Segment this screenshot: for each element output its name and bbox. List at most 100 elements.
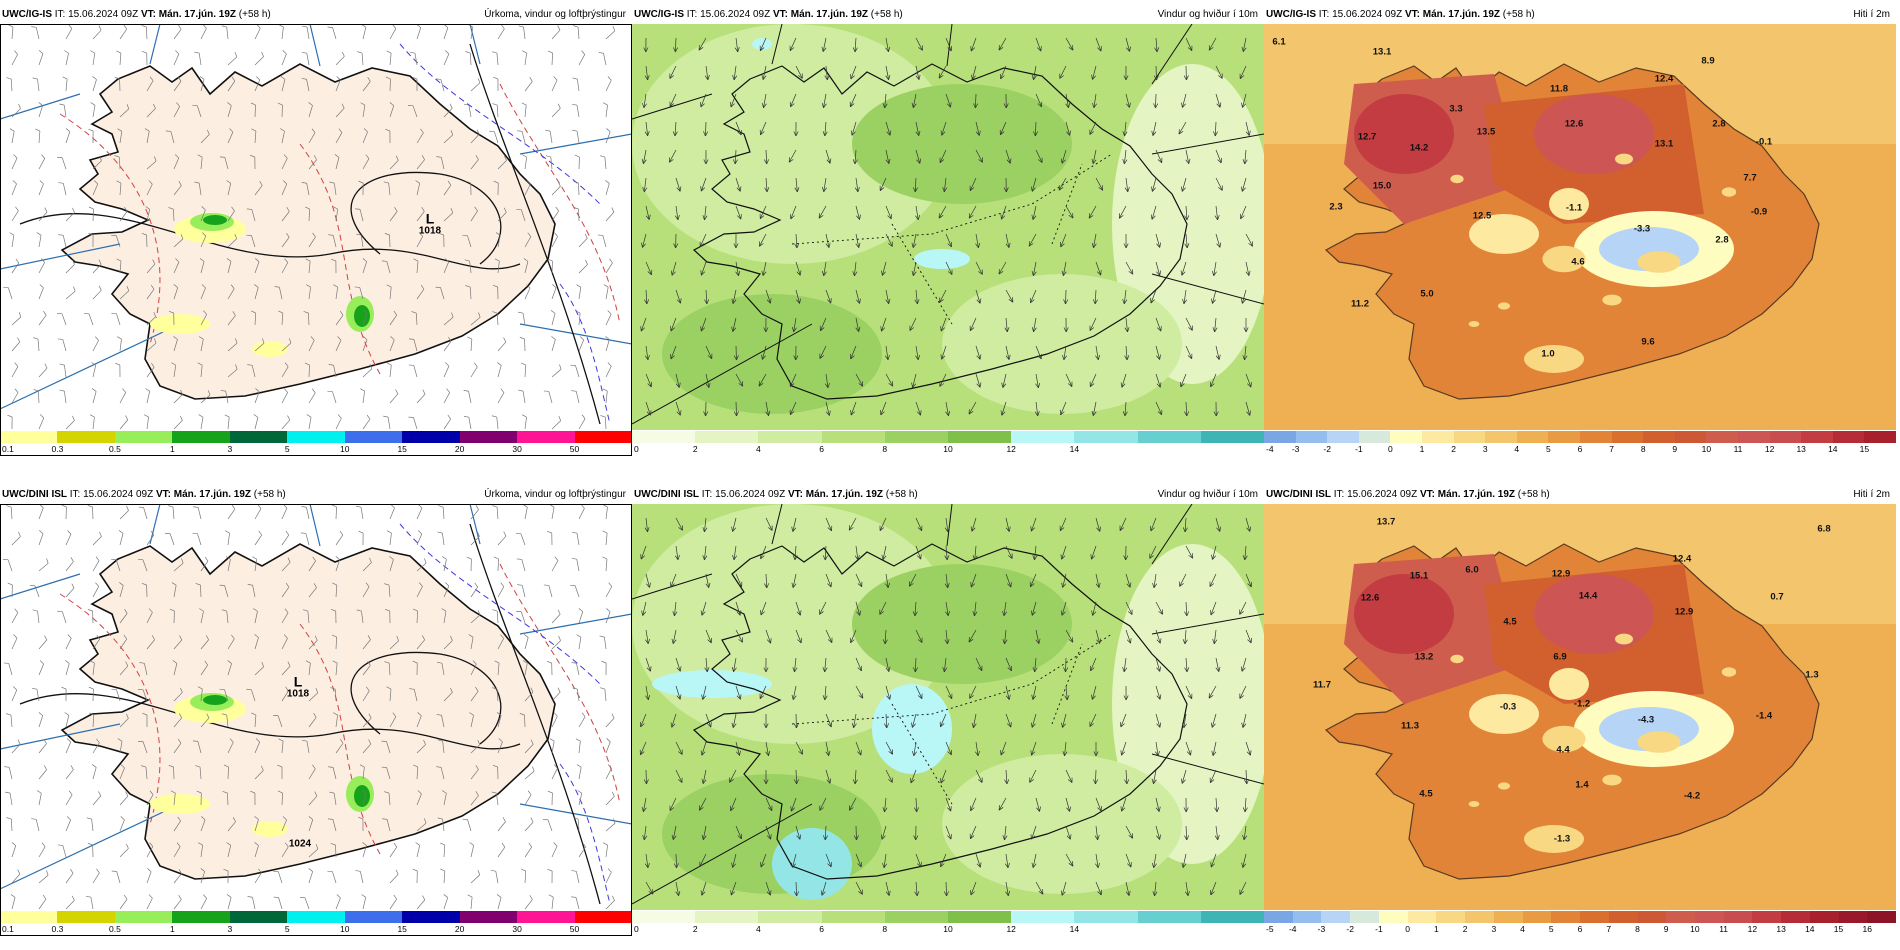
colorbar-tick-label: 15 [1859,444,1870,454]
colorbar-ticks: -5 -4 -3 -2 -1 0 1 2 3 4 5 6 7 8 9 10 11 12 13 14 15 16 [1264,923,1896,935]
colorbar-tick-label: 0 [634,444,639,454]
colorbar-swatch [172,431,230,443]
colorbar-swatch [1516,431,1549,443]
colorbar-tick-label: 0.1 [2,924,14,934]
pressure-label: 1024 [288,838,312,850]
temperature-value-label: 2.3 [1329,201,1343,213]
isotherm [59,83,621,375]
temperature-value-label: 11.2 [1351,298,1369,310]
colorbar-swatch [1321,911,1351,923]
region-borders [791,153,1113,325]
colorbar-tick-label: 10 [1701,444,1712,454]
colorbar-tick-label: 4 [756,924,761,934]
panel-title: Úrkoma, vindur og loftþrýstingur [484,489,626,500]
colorbar-tick-label: 10 [943,924,953,934]
isobar [469,43,601,425]
temperature-value-label: 1.3 [1805,669,1819,681]
colorbar-swatch [1864,431,1896,443]
temperature-value-label: 6.8 [1817,523,1831,535]
colorbar-tick-label: 5 [284,444,290,454]
colorbar-swatch [574,911,632,923]
colorbar [632,431,1265,443]
temperature-value-label: 15.0 [1372,180,1392,192]
colorbar-tick-label: 3 [1482,444,1488,454]
temperature-value-label: -4.3 [1637,714,1655,726]
colorbar-swatch [884,911,949,923]
colorbar-tick-label: 15 [1833,924,1844,934]
colorbar-tick-label: 10 [339,924,350,934]
colorbar-swatch [1580,911,1609,923]
init-time: 15.06.2024 09Z [83,489,154,500]
temperature-value-label: -1.2 [1573,698,1591,710]
temperature-value-label: 13.7 [1376,516,1396,528]
panel-header: UWC/IG-IS IT: 15.06.2024 09Z VT: Mán. 17… [2,9,626,20]
map-svg [632,24,1264,430]
colorbar-tick-label: 20 [454,924,465,934]
model-source: UWC/DINI ISL [634,489,699,500]
temperature-value-label: 0.7 [1770,591,1784,603]
wind-barbs [3,24,616,430]
colorbar-tick-label: -1 [1355,444,1363,454]
map-area [632,504,1264,910]
temperature-value-label: 12.6 [1360,592,1380,604]
colorbar-swatch [821,431,885,443]
colorbar-swatch [287,911,345,923]
panel-title: Hiti í 2m [1853,489,1890,500]
colorbar-tick-label: -4 [1266,444,1274,454]
colorbar-tick-label: -2 [1346,924,1354,934]
temperature-value-label: 4.4 [1556,744,1570,756]
colorbar-tick-label: 4 [1514,444,1520,454]
colorbar-swatch [758,431,822,443]
temperature-value-label: -1.1 [1565,202,1583,214]
colorbar-swatch [1436,911,1466,923]
temperature-value-label: -1.3 [1553,833,1571,845]
colorbar-tick-label: 5 [1548,924,1554,934]
colorbar-tick-label: 0 [1405,924,1410,934]
temperature-value-label: 12.9 [1674,606,1694,618]
colorbar-tick-label: 12 [1006,924,1016,934]
colorbar-swatch [1493,911,1523,923]
temperature-value-label: 4.5 [1503,616,1517,628]
colorbar-swatch [632,911,696,923]
colorbar-tick-label: 11 [1719,924,1729,934]
colorbar [0,911,632,923]
temperature-value-label: 13.2 [1414,651,1434,663]
temp-panel-dini: UWC/DINI ISL IT: 15.06.2024 09Z VT: Mán.… [1264,480,1897,943]
colorbar-tick-label: 0 [1388,444,1393,454]
colorbar-tick-label: 1 [1433,924,1439,934]
colorbar-swatch [695,911,759,923]
colorbar-tick-label: 3 [227,924,233,934]
colorbar-tick-label: 2 [1462,924,1468,934]
colorbar [1264,911,1897,923]
colorbar-tick-label: 3 [1491,924,1497,934]
map-svg [1264,504,1896,910]
temperature-value-label: 14.4 [1578,590,1598,602]
lead-time: (+58 h) [1502,9,1535,20]
colorbar-swatch [1695,911,1724,923]
colorbar-tick-label: 6 [819,924,824,934]
wind-panel-igis: UWC/IG-IS IT: 15.06.2024 09Z VT: Mán. 17… [632,0,1265,463]
colorbar-swatch [948,431,1012,443]
colorbar-swatch [402,431,460,443]
valid-time: Mán. 17.jún. 19Z [1422,9,1500,20]
colorbar-tick-label: 14 [1828,444,1838,454]
colorbar-swatch [1200,431,1265,443]
region-borders [791,633,1113,805]
lead-time: (+58 h) [870,9,903,20]
colorbar-ticks: 0.1 0.3 0.5 1 3 5 10 15 20 30 50 [0,443,632,455]
model-source: UWC/IG-IS [2,9,52,20]
temperature-value-label: -0.9 [1750,206,1768,218]
colorbar-tick-label: 15 [397,924,407,934]
low-pressure-center: L 1018 [418,210,442,237]
isobar [19,693,521,750]
colorbar-swatch [1801,431,1833,443]
colorbar-swatch [1200,911,1265,923]
isobar [469,523,601,905]
valid-time: Mán. 17.jún. 19Z [1437,489,1515,500]
colorbar-swatch [1809,911,1839,923]
colorbar-swatch [344,911,403,923]
colorbar [632,911,1265,923]
precip-panel-igis: UWC/IG-IS IT: 15.06.2024 09Z VT: Mán. 17… [0,0,632,463]
colorbar-swatch [229,431,288,443]
colorbar-tick-label: -4 [1288,924,1297,934]
